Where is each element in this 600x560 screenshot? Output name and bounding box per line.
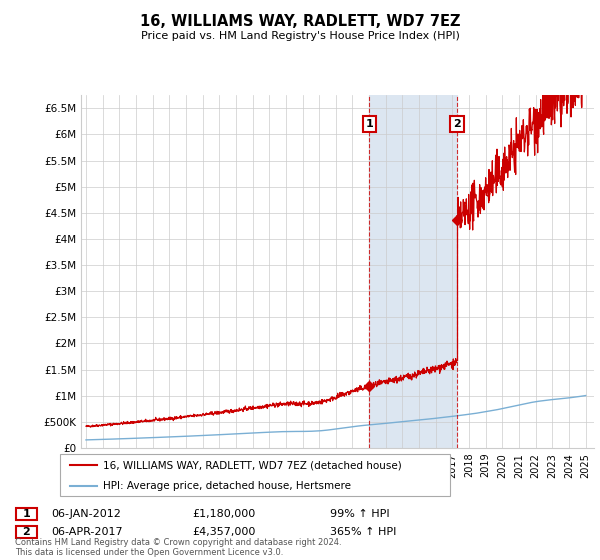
- Text: 99% ↑ HPI: 99% ↑ HPI: [330, 509, 389, 519]
- Text: 365% ↑ HPI: 365% ↑ HPI: [330, 527, 397, 537]
- Text: 16, WILLIAMS WAY, RADLETT, WD7 7EZ: 16, WILLIAMS WAY, RADLETT, WD7 7EZ: [140, 14, 460, 29]
- Text: 2: 2: [23, 527, 30, 537]
- Text: 2: 2: [453, 119, 461, 129]
- FancyBboxPatch shape: [16, 508, 37, 520]
- Text: HPI: Average price, detached house, Hertsmere: HPI: Average price, detached house, Hert…: [103, 482, 351, 491]
- Text: 1: 1: [365, 119, 373, 129]
- Text: Contains HM Land Registry data © Crown copyright and database right 2024.
This d: Contains HM Land Registry data © Crown c…: [15, 538, 341, 557]
- Text: £4,357,000: £4,357,000: [192, 527, 256, 537]
- FancyBboxPatch shape: [60, 454, 450, 496]
- Text: 06-JAN-2012: 06-JAN-2012: [51, 509, 121, 519]
- Text: 1: 1: [23, 509, 30, 519]
- Text: 06-APR-2017: 06-APR-2017: [51, 527, 122, 537]
- Bar: [370, 95, 457, 448]
- Text: £1,180,000: £1,180,000: [192, 509, 255, 519]
- Text: Price paid vs. HM Land Registry's House Price Index (HPI): Price paid vs. HM Land Registry's House …: [140, 31, 460, 41]
- Text: 16, WILLIAMS WAY, RADLETT, WD7 7EZ (detached house): 16, WILLIAMS WAY, RADLETT, WD7 7EZ (deta…: [103, 460, 401, 470]
- FancyBboxPatch shape: [16, 526, 37, 538]
